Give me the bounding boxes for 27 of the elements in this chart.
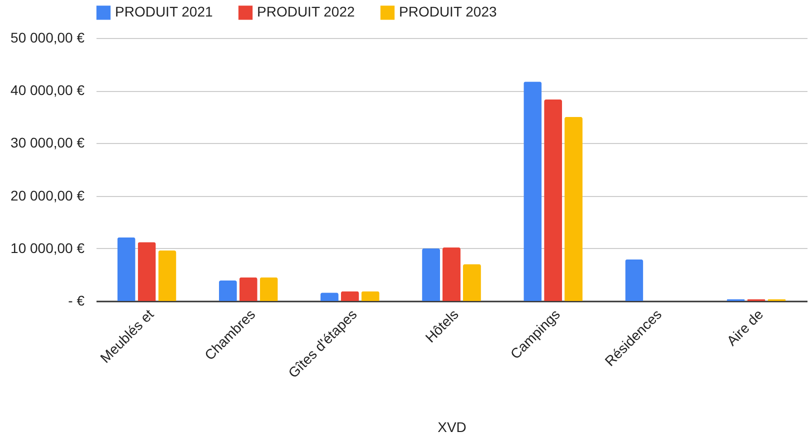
- bar: [442, 247, 460, 301]
- bar: [138, 242, 156, 301]
- y-tick-label: 10 000,00 €: [10, 240, 85, 256]
- bar: [524, 82, 542, 301]
- bar: [117, 237, 136, 301]
- bar: [260, 277, 278, 301]
- bar: [320, 292, 338, 301]
- y-tick-label: 20 000,00 €: [10, 187, 85, 204]
- bar: [422, 248, 440, 301]
- legend-label: PRODUIT 2021: [115, 4, 213, 20]
- bar: [218, 280, 237, 301]
- y-tick-label: - €: [68, 292, 85, 308]
- x-axis-title: XVD: [438, 418, 466, 435]
- bar: [340, 291, 359, 301]
- bar: [564, 116, 583, 301]
- bar: [158, 250, 176, 301]
- y-tick-label: 40 000,00 €: [10, 82, 85, 98]
- legend-label: PRODUIT 2023: [399, 4, 497, 20]
- y-tick-label: 50 000,00 €: [10, 30, 85, 46]
- bar: [462, 264, 481, 301]
- y-tick-label: 30 000,00 €: [10, 134, 85, 151]
- x-tick-label: Aire de: [723, 306, 766, 349]
- legend-label: PRODUIT 2022: [257, 4, 355, 20]
- bar: [625, 259, 644, 301]
- bar: [239, 277, 258, 301]
- bar: [361, 291, 380, 301]
- bar: [544, 100, 562, 301]
